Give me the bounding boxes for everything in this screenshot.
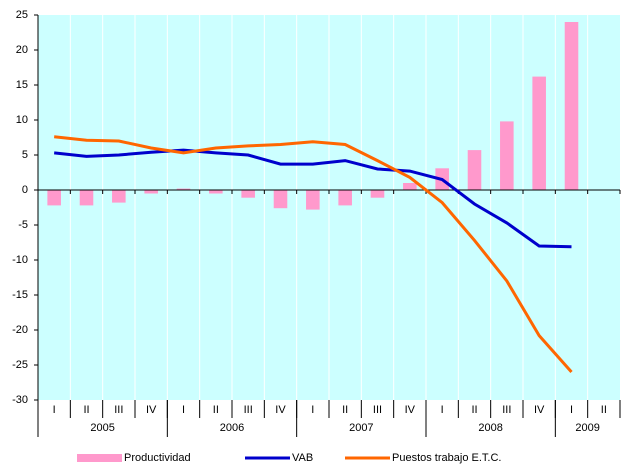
- bar: [144, 190, 158, 194]
- y-tick-label: 25: [16, 9, 28, 21]
- y-tick-label: -15: [12, 289, 28, 301]
- bar: [403, 183, 417, 190]
- bar: [273, 190, 288, 209]
- y-tick-label: 20: [16, 44, 28, 56]
- bar: [564, 22, 579, 190]
- y-tick-label: 5: [22, 149, 28, 161]
- x-tick-label: I: [441, 404, 444, 416]
- year-label: 2009: [575, 422, 599, 434]
- x-tick-label: IV: [275, 404, 286, 416]
- y-tick-label: -5: [18, 219, 28, 231]
- y-tick-label: -25: [12, 359, 28, 371]
- bar: [500, 121, 514, 190]
- x-tick-label: I: [182, 404, 185, 416]
- line-series: [54, 148, 572, 249]
- bar: [79, 190, 94, 206]
- bar: [532, 76, 546, 190]
- x-tick-label: II: [83, 404, 89, 416]
- year-label: 2008: [478, 422, 502, 434]
- bar: [306, 190, 320, 210]
- line-series: [54, 135, 573, 373]
- y-tick-label: -20: [12, 324, 28, 336]
- x-tick-label: II: [601, 404, 607, 416]
- x-tick-label: IV: [405, 404, 416, 416]
- x-tick-label: III: [373, 404, 382, 416]
- x-tick-label: IV: [146, 404, 157, 416]
- x-tick-label: II: [471, 404, 477, 416]
- bar: [47, 190, 61, 206]
- y-tick-label: 15: [16, 79, 28, 91]
- x-tick-label: I: [570, 404, 573, 416]
- x-tick-label: III: [244, 404, 253, 416]
- x-tick-label: I: [53, 404, 56, 416]
- legend-swatch: [77, 454, 122, 462]
- bar: [241, 190, 255, 198]
- x-tick-label: III: [114, 404, 123, 416]
- x-tick-label: IV: [534, 404, 545, 416]
- x-tick-label: I: [311, 404, 314, 416]
- x-tick-label: II: [213, 404, 219, 416]
- y-tick-label: -10: [12, 254, 28, 266]
- x-tick-label: II: [342, 404, 348, 416]
- year-label: 2006: [220, 422, 244, 434]
- x-tick-label: III: [502, 404, 511, 416]
- legend-label: Productividad: [124, 452, 191, 464]
- bar: [338, 190, 352, 206]
- bar: [112, 190, 126, 203]
- y-tick-label: -30: [12, 394, 28, 406]
- legend-label: VAB: [292, 452, 313, 464]
- year-label: 2005: [90, 422, 114, 434]
- year-label: 2007: [349, 422, 373, 434]
- y-tick-label: 0: [22, 184, 28, 196]
- y-tick-label: 10: [16, 114, 28, 126]
- bar: [370, 190, 385, 198]
- bar: [467, 150, 482, 190]
- bar: [209, 190, 223, 194]
- bar: [176, 188, 191, 190]
- legend-label: Puestos trabajo E.T.C.: [392, 452, 501, 464]
